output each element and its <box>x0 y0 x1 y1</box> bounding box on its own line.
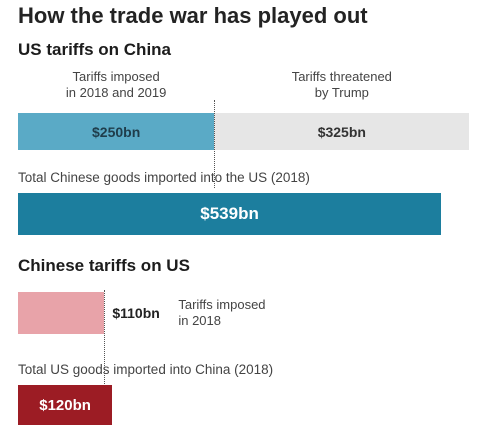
segment-divider-line <box>214 100 215 188</box>
bar-value-label-325: $325bn <box>317 123 366 140</box>
bar-segment-tariffs-imposed: $250bn <box>18 113 215 150</box>
segment-label-chinese-tariffs-imposed: Tariffs imposed in 2018 <box>178 297 266 328</box>
bar-value-label-110: $110bn <box>112 305 160 321</box>
total-us-goods-label: Total US goods imported into China (2018… <box>18 362 274 377</box>
bar-value-label-539: $539bn <box>200 204 259 223</box>
total-chinese-goods-label: Total Chinese goods imported into the US… <box>18 170 310 185</box>
section-heading-us-tariffs: US tariffs on China <box>18 40 172 59</box>
bar-value-label-120: $120bn <box>39 396 91 414</box>
segment-label-tariffs-threatened: Tariffs threatened by Trump <box>291 69 392 100</box>
tariff-end-line <box>104 290 105 390</box>
section-heading-chinese-tariffs: Chinese tariffs on US <box>18 256 190 275</box>
bar-total-us-goods: $120bn <box>18 385 113 425</box>
bar-segment-tariffs-threatened: $325bn <box>214 113 470 150</box>
bar-chinese-tariffs-imposed <box>18 292 105 334</box>
chart-title: How the trade war has played out <box>18 3 368 28</box>
bar-total-chinese-goods: $539bn <box>18 193 442 235</box>
segment-label-tariffs-imposed: Tariffs imposed in 2018 and 2019 <box>65 69 167 100</box>
bar-value-label-250: $250bn <box>92 123 141 140</box>
